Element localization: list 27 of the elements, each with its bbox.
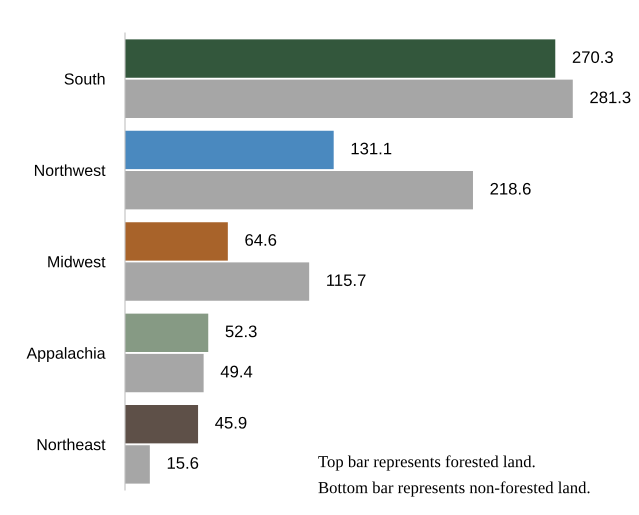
y-tick-label: Midwest (48, 256, 106, 268)
bar (125, 445, 150, 484)
y-tick-label: Northeast (38, 438, 106, 450)
data-label: 49.4 (220, 366, 252, 378)
data-label: 15.6 (168, 457, 198, 469)
bar (125, 314, 208, 352)
data-label: 52.3 (226, 325, 257, 338)
data-label: 131.1 (352, 142, 392, 154)
bar (125, 130, 334, 170)
annotation: Bottom bar represents non-forested land. (318, 481, 590, 497)
bar (125, 405, 198, 444)
data-label: 45.9 (215, 416, 246, 429)
data-label: 218.6 (490, 182, 531, 195)
data-label: 64.6 (245, 234, 276, 246)
data-label: 115.7 (327, 274, 366, 286)
y-tick-label: South (64, 72, 105, 85)
annotation: Top bar represents forested land. (318, 455, 535, 471)
y-tick-label: Appalachia (26, 347, 106, 362)
data-label: 281.3 (590, 91, 630, 104)
data-label: 270.3 (572, 51, 613, 64)
bar (125, 222, 228, 261)
bar (125, 171, 473, 210)
bar (125, 39, 556, 78)
bar (125, 80, 573, 118)
bar (125, 354, 204, 392)
y-tick-label: Northwest (34, 164, 106, 176)
bar (125, 262, 310, 301)
